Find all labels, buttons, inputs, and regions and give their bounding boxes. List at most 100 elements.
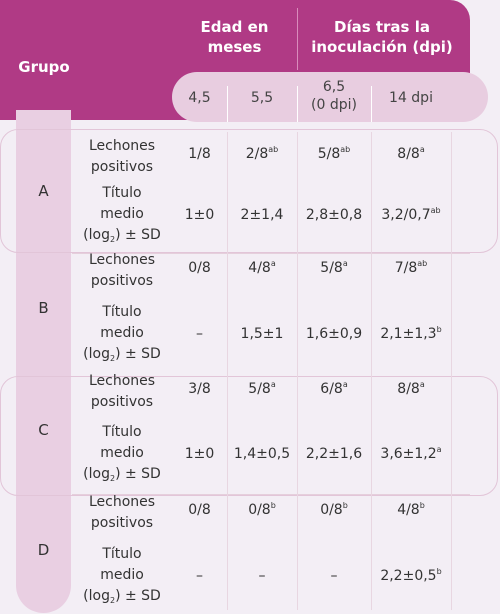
label-line: Lechones (88, 138, 156, 154)
label-line: positivos (90, 515, 154, 531)
cell-positivos: 7/8ab (371, 258, 451, 278)
cell-titulo: 2,2±1,6 (297, 444, 371, 464)
cell-value: 3/8 (188, 381, 211, 397)
subheader-col-1: 4,5 (188, 90, 211, 106)
cell-superscript: a (342, 259, 348, 268)
cell-value: 2,2±0,5 (380, 568, 437, 584)
cell-titulo: 3,2/0,7ab (371, 205, 451, 225)
cell-titulo: – (297, 566, 371, 586)
cell-superscript: a (436, 445, 442, 454)
group-box-c (0, 376, 498, 496)
cell-value: – (330, 568, 338, 584)
row-label-titulo: Título medio (log2) ± SD (72, 302, 172, 365)
cell-titulo: – (227, 566, 297, 586)
cell-superscript: b (342, 501, 348, 510)
subscript: 2 (109, 354, 116, 363)
column-line (451, 132, 452, 610)
cell-superscript: b (436, 567, 442, 576)
label-fragment: (log (83, 466, 110, 482)
subheader-divider (297, 86, 298, 122)
cell-value: 1,6±0,9 (305, 326, 363, 342)
cell-value: 1±0 (184, 446, 215, 462)
cell-value: 5/8 (320, 260, 343, 276)
cell-superscript: a (270, 380, 276, 389)
cell-positivos: 5/8a (297, 258, 371, 278)
label-fragment: ) ± SD (115, 227, 161, 243)
cell-superscript: ab (417, 259, 428, 268)
cell-titulo: 1,4±0,5 (227, 444, 297, 464)
subheader-pill (172, 72, 488, 122)
cell-superscript: a (419, 145, 425, 154)
cell-titulo: 1±0 (172, 444, 227, 464)
cell-titulo: – (172, 566, 227, 586)
cell-superscript: b (436, 325, 442, 334)
cell-value: 2,1±1,3 (380, 326, 437, 342)
label-line: (log2) ± SD (72, 344, 172, 365)
cell-positivos: 8/8a (371, 144, 451, 164)
cell-positivos: 4/8b (371, 500, 451, 520)
cell-positivos: 0/8b (297, 500, 371, 520)
label-fragment: (log (83, 227, 110, 243)
cell-value: 1±0 (184, 207, 215, 223)
subheader-divider (371, 86, 372, 122)
label-fragment: ) ± SD (115, 588, 161, 604)
cell-value: – (258, 568, 266, 584)
label-line: Título (102, 185, 142, 201)
cell-value: 6/8 (320, 381, 343, 397)
cell-titulo: 1±0 (172, 205, 227, 225)
label-line: Título (102, 424, 142, 440)
label-line: Lechones (88, 252, 156, 268)
group-label-c: C (38, 421, 49, 439)
cell-titulo: 1,6±0,9 (297, 324, 371, 344)
subheader-col-2: 5,5 (250, 90, 274, 106)
cell-superscript: ab (268, 145, 279, 154)
column-line (371, 132, 372, 610)
cell-titulo: 2,1±1,3b (371, 324, 451, 344)
subscript: 2 (109, 474, 116, 483)
label-line: positivos (90, 394, 154, 410)
cell-value: 0/8 (188, 260, 211, 276)
cell-superscript: ab (340, 145, 351, 154)
cell-titulo: 1,5±1 (227, 324, 297, 344)
cell-value: 4/8 (248, 260, 271, 276)
cell-value: 1/8 (188, 146, 211, 162)
group-box-a (0, 129, 498, 253)
column-line (297, 132, 298, 610)
cell-positivos: 0/8 (172, 500, 227, 520)
cell-value: 1,4±0,5 (233, 446, 291, 462)
label-line: (log2) ± SD (72, 464, 172, 485)
cell-titulo: 2±1,4 (227, 205, 297, 225)
label-line: Título (102, 546, 142, 562)
cell-value: 2±1,4 (240, 207, 284, 223)
label-line: medio (100, 567, 144, 583)
cell-superscript: b (270, 501, 276, 510)
label-fragment: ) ± SD (115, 346, 161, 362)
label-line: Título (102, 304, 142, 320)
label-line: medio (100, 206, 144, 222)
row-label-titulo: Título medio (log2) ± SD (72, 422, 172, 485)
cell-value: 0/8 (320, 502, 343, 518)
group-label-a: A (38, 182, 49, 200)
row-label-positivos: Lechones positivos (72, 492, 172, 534)
row-label-positivos: Lechones positivos (72, 136, 172, 178)
cell-value: 0/8 (248, 502, 271, 518)
label-line: (log2) ± SD (72, 586, 172, 607)
label-line: positivos (90, 159, 154, 175)
row-label-titulo: Título medio (log2) ± SD (72, 183, 172, 246)
cell-value: 4/8 (397, 502, 420, 518)
cell-positivos: 0/8b (227, 500, 297, 520)
label-line: medio (100, 325, 144, 341)
label-fragment: ) ± SD (115, 466, 161, 482)
label-line: positivos (90, 273, 154, 289)
cell-positivos: 4/8a (227, 258, 297, 278)
cell-value: 3,6±1,2 (380, 446, 437, 462)
label-line: Lechones (88, 373, 156, 389)
cell-value: – (196, 568, 203, 584)
group-column-strip (16, 110, 71, 613)
cell-positivos: 2/8ab (227, 144, 297, 164)
header-edad: Edad en meses (200, 18, 269, 56)
cell-positivos: 3/8 (172, 379, 227, 399)
header-divider (297, 8, 298, 70)
label-line: (log2) ± SD (72, 225, 172, 246)
row-separator (72, 253, 470, 254)
